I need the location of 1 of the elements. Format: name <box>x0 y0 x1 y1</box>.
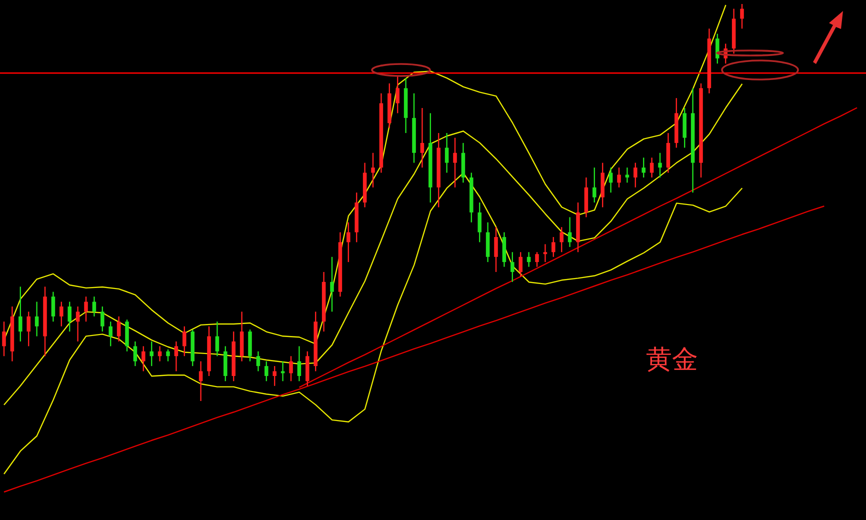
annotation: 黄金 <box>646 345 698 375</box>
